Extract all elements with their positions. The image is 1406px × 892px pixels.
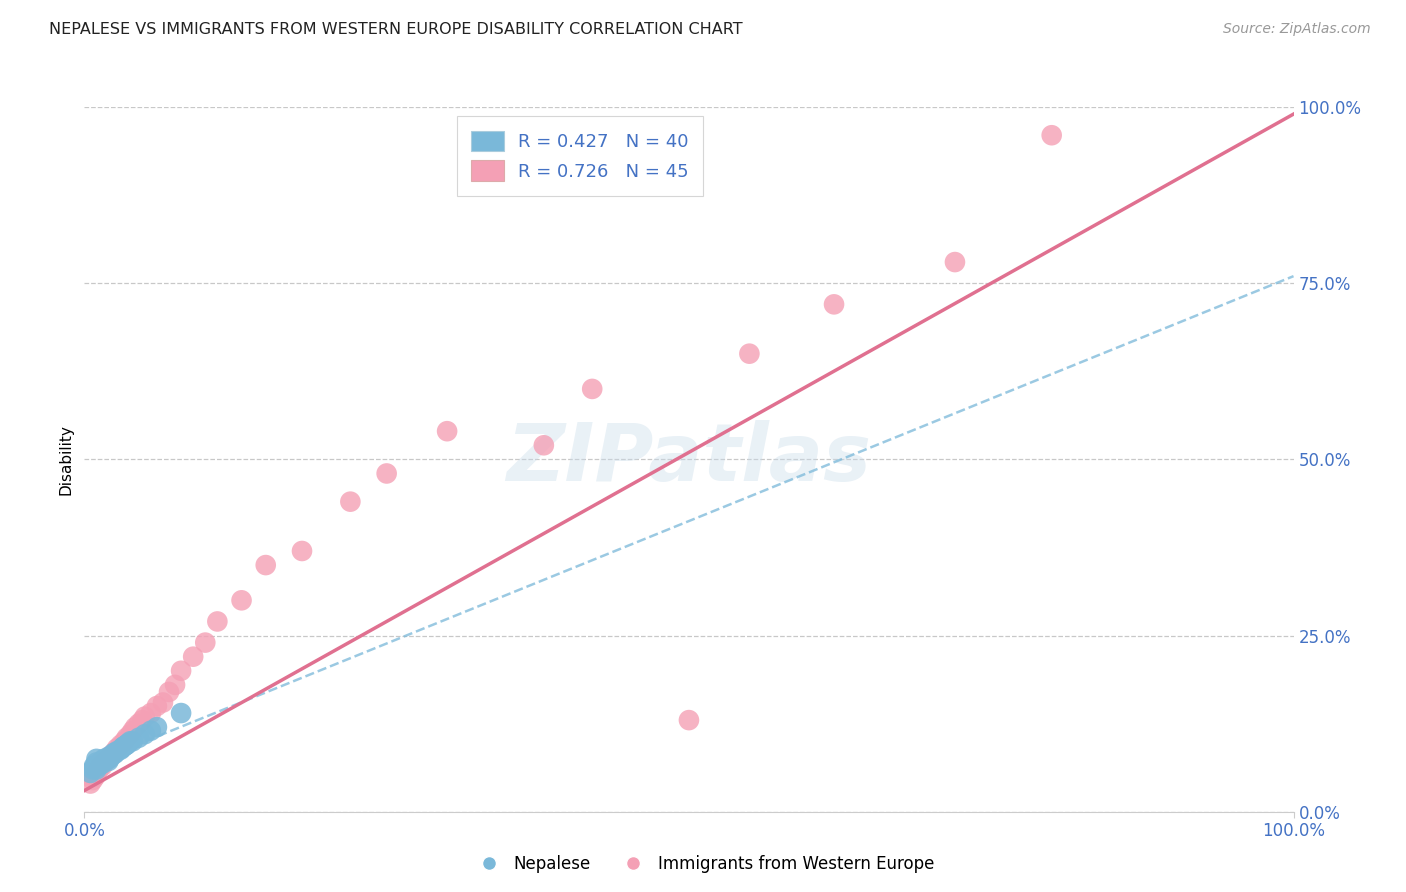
Point — [90, 756, 112, 770]
Point — [112, 739, 135, 754]
Text: NEPALESE VS IMMIGRANTS FROM WESTERN EUROPE DISABILITY CORRELATION CHART: NEPALESE VS IMMIGRANTS FROM WESTERN EURO… — [49, 22, 742, 37]
Point — [117, 736, 139, 750]
Point — [97, 749, 120, 764]
Point — [121, 723, 143, 738]
Point — [86, 756, 108, 770]
Point — [84, 769, 107, 784]
Point — [98, 751, 121, 765]
Point — [207, 615, 229, 629]
Point — [83, 759, 105, 773]
Point — [134, 727, 156, 741]
Point — [120, 734, 142, 748]
Point — [121, 734, 143, 748]
Point — [157, 685, 180, 699]
Point — [104, 747, 127, 761]
Point — [84, 759, 107, 773]
Point — [291, 544, 314, 558]
Point — [79, 766, 101, 780]
Legend: R = 0.427   N = 40, R = 0.726   N = 45: R = 0.427 N = 40, R = 0.726 N = 45 — [457, 116, 703, 195]
Point — [101, 748, 124, 763]
Text: Source: ZipAtlas.com: Source: ZipAtlas.com — [1223, 22, 1371, 37]
Point — [82, 772, 104, 787]
Point — [581, 382, 603, 396]
Point — [120, 727, 142, 741]
Point — [93, 756, 115, 770]
Point — [943, 255, 966, 269]
Text: ZIPatlas: ZIPatlas — [506, 420, 872, 499]
Point — [128, 731, 150, 745]
Point — [87, 759, 110, 773]
Point — [86, 766, 108, 780]
Point — [131, 713, 153, 727]
Point — [89, 759, 111, 773]
Point — [79, 776, 101, 790]
Point — [87, 763, 110, 777]
Point — [105, 741, 128, 756]
Point — [104, 745, 127, 759]
Point — [1040, 128, 1063, 143]
Point — [170, 664, 193, 678]
Point — [254, 558, 277, 573]
Point — [91, 754, 114, 768]
Point — [104, 746, 127, 760]
Point — [100, 749, 122, 764]
Point — [678, 713, 700, 727]
Point — [105, 744, 128, 758]
Point — [91, 759, 114, 773]
Point — [110, 742, 132, 756]
Point — [111, 741, 134, 756]
Legend: Nepalese, Immigrants from Western Europe: Nepalese, Immigrants from Western Europe — [465, 848, 941, 880]
Point — [110, 738, 132, 752]
Y-axis label: Disability: Disability — [58, 424, 73, 495]
Point — [103, 746, 125, 760]
Point — [112, 734, 135, 748]
Point — [165, 678, 187, 692]
Point — [375, 467, 398, 481]
Point — [97, 752, 120, 766]
Point — [97, 754, 120, 768]
Point — [339, 494, 361, 508]
Point — [82, 763, 104, 777]
Point — [114, 739, 136, 753]
Point — [170, 706, 193, 720]
Point — [194, 635, 217, 649]
Point — [436, 424, 458, 438]
Point — [146, 720, 169, 734]
Point — [115, 738, 138, 752]
Point — [152, 696, 174, 710]
Point — [94, 752, 117, 766]
Point — [91, 756, 114, 771]
Point — [115, 731, 138, 745]
Point — [94, 754, 117, 768]
Point — [181, 649, 204, 664]
Point — [96, 753, 118, 767]
Point — [146, 699, 169, 714]
Point — [112, 739, 135, 754]
Point — [86, 759, 108, 773]
Point — [86, 752, 108, 766]
Point — [533, 438, 555, 452]
Point — [86, 763, 108, 777]
Point — [124, 720, 146, 734]
Point — [134, 709, 156, 723]
Point — [738, 346, 761, 360]
Point — [89, 756, 111, 770]
Point — [94, 753, 117, 767]
Point — [231, 593, 253, 607]
Point — [139, 706, 162, 720]
Point — [128, 716, 150, 731]
Point — [100, 748, 122, 763]
Point — [93, 752, 115, 766]
Point — [823, 297, 845, 311]
Point — [83, 769, 105, 784]
Point — [139, 723, 162, 738]
